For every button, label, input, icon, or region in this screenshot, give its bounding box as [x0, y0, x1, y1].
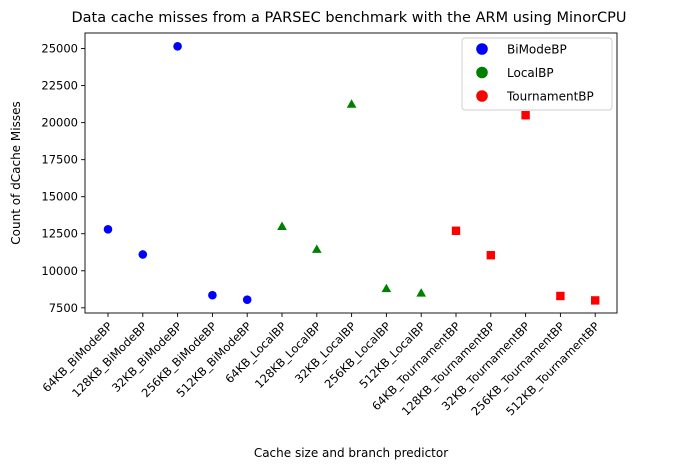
- legend-marker-bimodebp: [476, 43, 488, 55]
- data-point-bimodebp: [138, 250, 148, 259]
- data-point-localbp: [381, 283, 392, 293]
- data-points: [103, 42, 600, 305]
- data-point-localbp: [346, 99, 357, 108]
- data-point-tournamentbp: [521, 111, 530, 120]
- legend-label: BiModeBP: [507, 43, 567, 57]
- legend-marker-tournamentbp: [476, 90, 488, 102]
- plot-area: [84, 32, 618, 314]
- data-point-localbp: [277, 221, 287, 230]
- legend-box: [461, 37, 613, 111]
- y-tick-label: 17500: [41, 153, 78, 167]
- data-point-tournamentbp: [486, 251, 495, 260]
- data-point-bimodebp: [208, 290, 217, 300]
- legend-label: TournamentBP: [506, 90, 594, 104]
- x-axis: 64KB_BiModeBP128KB_BiModeBP32KB_BiModeBP…: [39, 313, 602, 418]
- data-point-tournamentbp: [556, 291, 565, 301]
- data-point-localbp: [416, 288, 427, 297]
- data-point-bimodebp: [242, 295, 252, 304]
- y-tick-label: 15000: [41, 190, 78, 204]
- legend-marker-localbp: [476, 66, 488, 79]
- y-axis-label: Count of dCache Misses: [9, 101, 23, 244]
- data-point-localbp: [311, 244, 322, 253]
- y-axis: 7500 10000 12500 15000 17500 20000 22500 25000: [41, 42, 85, 315]
- data-point-tournamentbp: [591, 296, 600, 305]
- chart-title: Data cache misses from a PARSEC benchmar…: [71, 10, 626, 26]
- y-tick-label: 12500: [41, 227, 78, 241]
- y-tick-label: 7500: [49, 301, 78, 315]
- x-tick-label: 32KB_LocalBP: [292, 319, 359, 386]
- legend: BiModeBP LocalBP TournamentBP: [461, 37, 613, 111]
- x-tick-label: 64KB_LocalBP: [222, 319, 289, 386]
- data-point-tournamentbp: [451, 226, 461, 235]
- y-tick-label: 25000: [41, 42, 78, 56]
- y-tick-label: 10000: [41, 264, 78, 278]
- data-point-bimodebp: [103, 224, 113, 234]
- y-tick-label: 22500: [41, 79, 78, 93]
- data-point-bimodebp: [173, 42, 182, 51]
- x-axis-label: Cache size and branch predictor: [254, 446, 448, 460]
- legend-label: LocalBP: [507, 66, 554, 80]
- y-tick-label: 20000: [41, 116, 78, 130]
